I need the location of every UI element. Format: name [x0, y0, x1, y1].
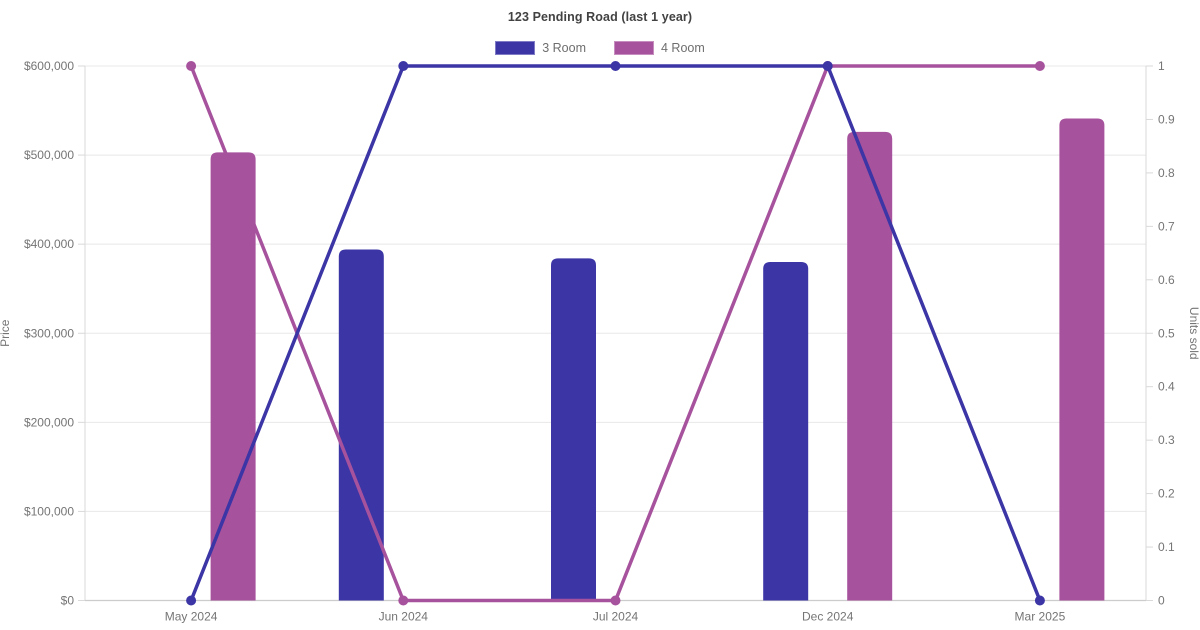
data-point-dot: [398, 595, 409, 606]
bar: [210, 152, 256, 601]
data-point-dot: [610, 61, 621, 71]
line-3-room: [186, 61, 1045, 606]
right-axis-tick-label: 0.2: [1158, 487, 1175, 501]
right-axis-tick-label: 1: [1158, 59, 1165, 73]
data-point-dot: [398, 61, 409, 71]
legend-swatch: [495, 41, 536, 55]
bar: [338, 249, 384, 601]
data-point-dot: [186, 61, 197, 71]
x-axis-tick-label: May 2024: [165, 610, 218, 624]
bar: [1059, 118, 1105, 601]
legend-label: 4 Room: [661, 41, 705, 55]
right-axis-tick-label: 0.4: [1158, 380, 1175, 394]
right-axis-tick-label: 0.8: [1158, 166, 1175, 180]
legend-item-4-room: 4 Room: [614, 41, 705, 55]
x-axis-labels: May 2024 Jun 2024 Jul 2024 Dec 2024 Mar 2025: [165, 610, 1066, 624]
bar: [551, 258, 596, 601]
chart-legend: 3 Room 4 Room: [0, 41, 1200, 55]
right-axis-tick-label: 0.3: [1158, 433, 1175, 447]
x-axis-tick-label: Jun 2024: [379, 610, 429, 624]
left-axis-title: Price: [0, 319, 12, 347]
x-axis-tick-label: Jul 2024: [593, 610, 639, 624]
data-point-dot: [186, 595, 197, 606]
left-axis-tick-label: $600,000: [24, 59, 74, 73]
left-axis-tick-label: $400,000: [24, 237, 74, 251]
x-axis-tick-label: Mar 2025: [1015, 610, 1066, 624]
bars-4-room: [210, 118, 1105, 601]
legend-label: 3 Room: [542, 41, 586, 55]
left-axis-tick-label: $300,000: [24, 326, 74, 340]
chart-title: 123 Pending Road (last 1 year): [507, 10, 693, 24]
left-axis-tick-label: $500,000: [24, 148, 74, 162]
right-axis-tick-label: 0.7: [1158, 219, 1175, 233]
bar: [847, 131, 893, 601]
left-axis-tick-label: $200,000: [24, 415, 74, 429]
bars-3-room: [338, 249, 809, 601]
right-axis-title: Units sold: [1187, 307, 1200, 360]
right-axis-tick-label: 0.6: [1158, 273, 1175, 287]
x-axis-tick-label: Dec 2024: [802, 610, 854, 624]
right-axis-tick-label: 0.9: [1158, 112, 1175, 126]
legend-swatch: [614, 41, 654, 55]
data-point-dot: [822, 61, 833, 71]
data-point-dot: [610, 595, 621, 606]
left-axis-tick-label: $100,000: [24, 504, 74, 518]
bar: [763, 261, 809, 601]
data-point-dot: [1034, 61, 1045, 71]
right-axis-tick-label: 0.1: [1158, 540, 1175, 554]
right-axis-ticks: 0 0.1 0.2 0.3 0.4 0.5 0.6 0.7 0.8 0.9 1: [1146, 59, 1175, 608]
data-point-dot: [1034, 595, 1045, 606]
left-axis-tick-label: $0: [61, 594, 75, 608]
right-axis-tick-label: 0: [1158, 594, 1165, 608]
legend-item-3-room: 3 Room: [495, 41, 586, 55]
right-axis-tick-label: 0.5: [1158, 326, 1175, 340]
